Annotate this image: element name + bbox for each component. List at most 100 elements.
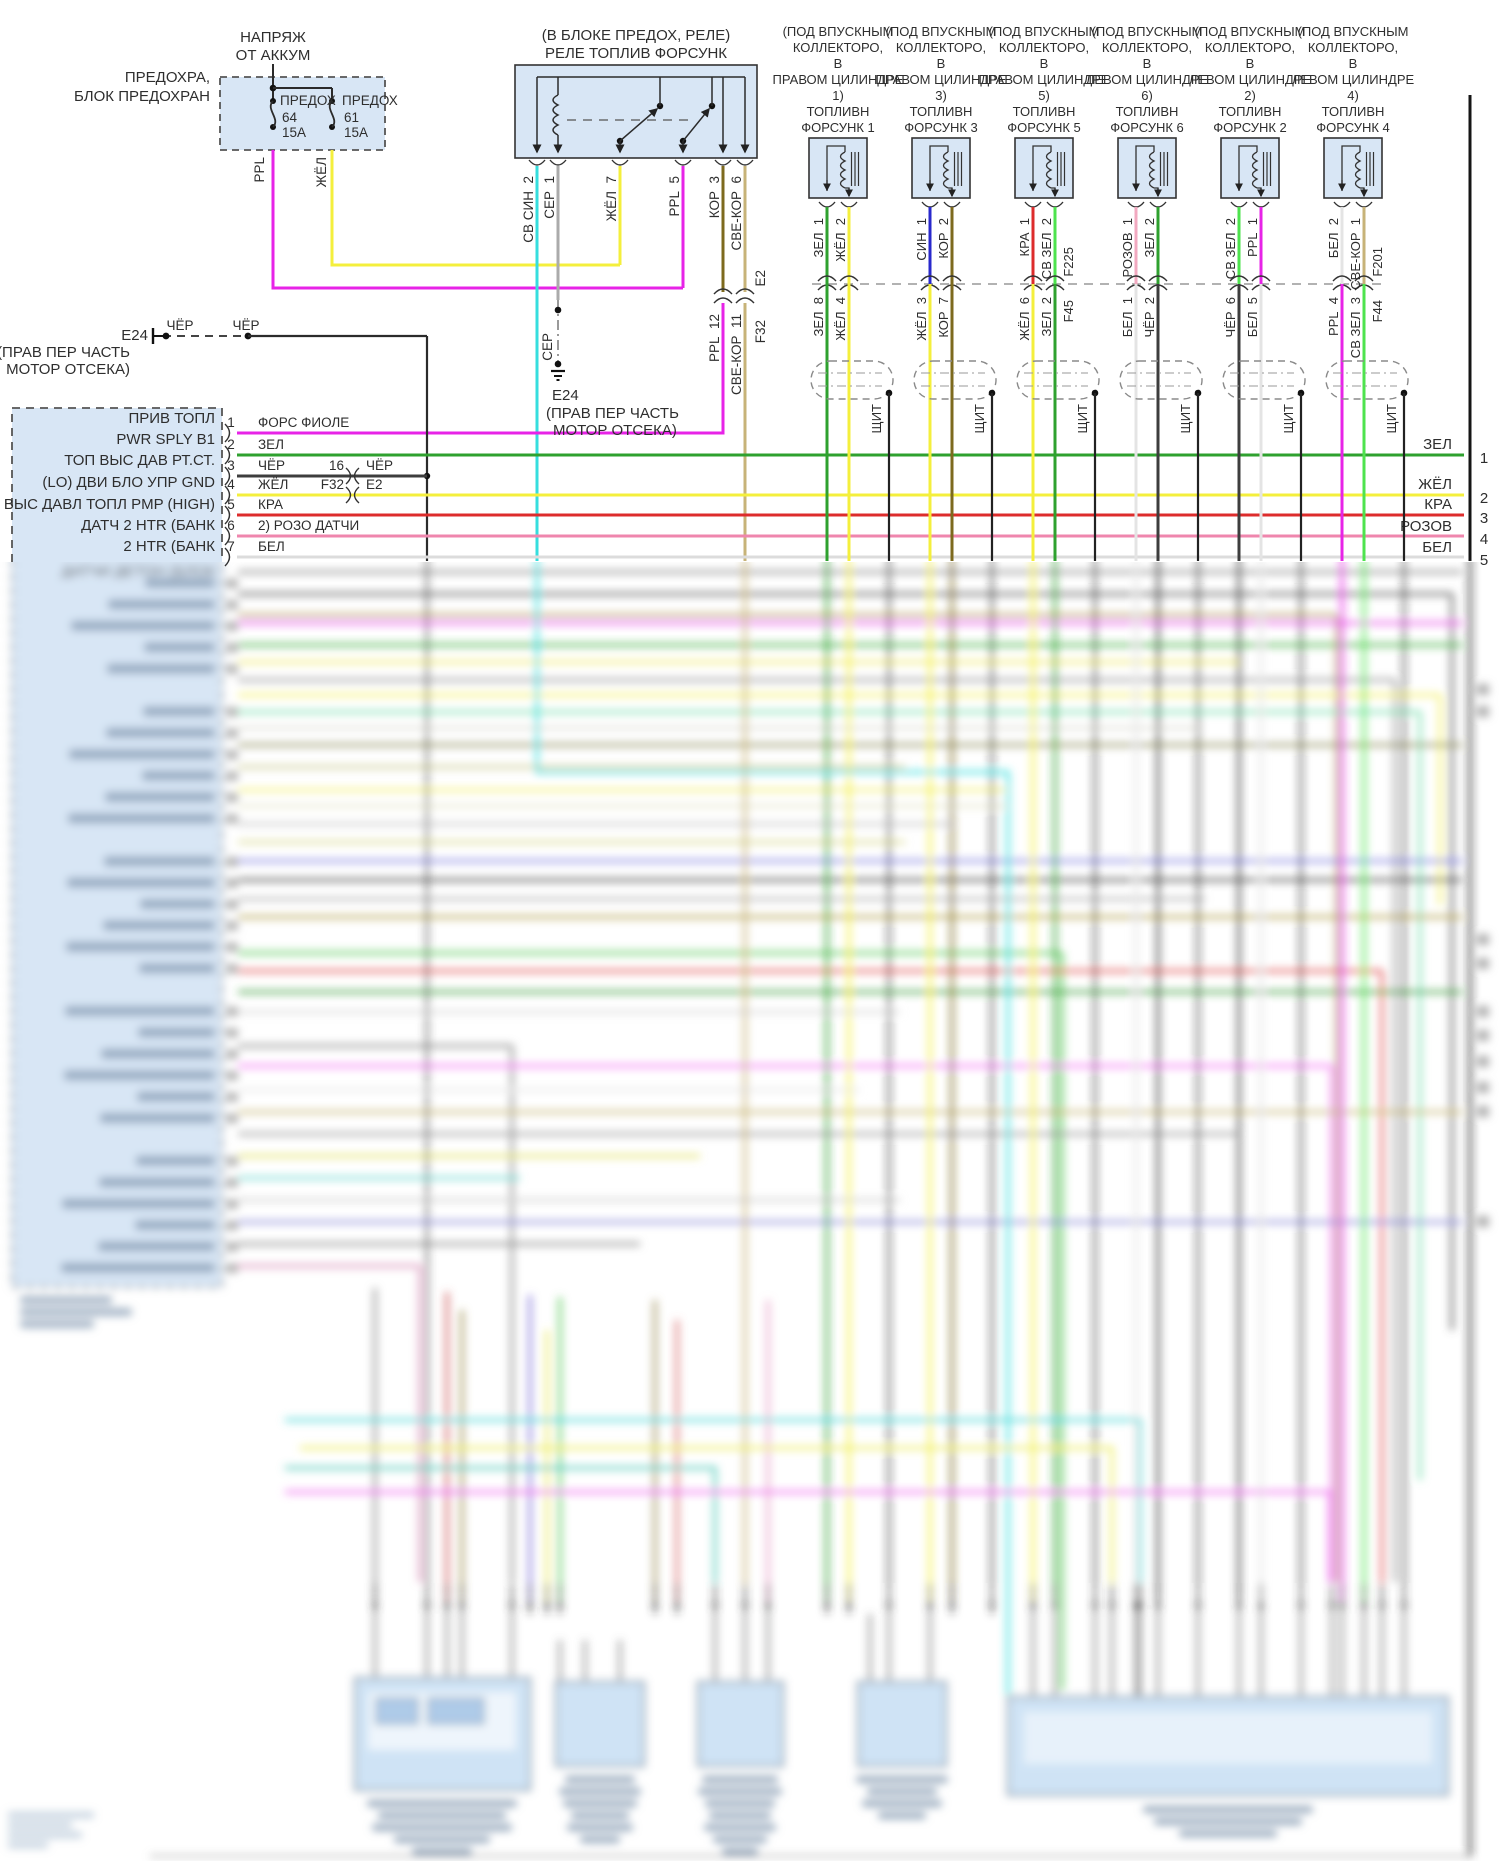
injector-header: ПРАВОМ ЦИЛИНДРЕ [876,72,1007,87]
junction-dot [459,1602,465,1608]
injector-header: ФОРСУНК 6 [1110,120,1184,135]
junction-dot [1137,1602,1143,1608]
blur-pin-smudge [226,728,238,738]
pcm-pin-num: 4 [227,477,235,492]
wire-label: СВ ЗЕЛ 2 [1223,218,1238,279]
injector-coil [1045,151,1053,189]
injector-header: ТОПЛИВН [807,104,870,119]
blur-caption-smudge [565,1776,635,1783]
pcm-row-label2: ЧЁР [366,458,393,473]
fuse-amps: 15A [344,125,368,140]
blur-text-smudge [138,1027,215,1038]
injector-header: 1) [832,88,844,103]
inline-pin-label: СВЕ-КОР 11 [729,314,744,395]
watermark-smudge [8,1822,72,1828]
blur-text-smudge [103,920,215,931]
ground-desc: МОТОР ОТСЕКА) [6,361,130,378]
junction-dot [1195,1602,1201,1608]
wire [285,1418,1142,1582]
supply-label: ОТ АККУМ [236,47,311,64]
junction-dot [544,1602,550,1608]
pcm-label: ВЫС ДАВЛ ТОПЛ PMP (HIGH) [4,496,215,513]
watermark-smudge [8,1812,94,1818]
blur-num-smudge [1477,706,1489,717]
blur-pin-smudge [226,1071,238,1081]
relay-switch-arm [619,108,659,142]
pcm-label: PWR SPLY B1 [116,431,215,448]
relay-coil [552,94,560,136]
injector-header: 4) [1347,88,1359,103]
blur-num-smudge [1477,1006,1489,1017]
blur-text-smudge [100,1113,215,1123]
wire-label: ЖЁЛ 2 [833,218,848,262]
blur-pin-smudge [226,942,238,952]
injector-header: В [1349,56,1358,71]
junction-dot [1339,1602,1345,1608]
sharp-top-section: НАПРЯЖ ОТ АККУМ ПРЕДОХРА, БЛОК ПРЕДОХРАН… [0,0,1500,569]
junction-dot [824,1602,830,1608]
injector-coil [1354,151,1362,189]
wire-label: СВЕ-КОР 1 [1348,218,1363,290]
shield-label: ЩИТ [1384,404,1399,434]
blur-text-smudge [99,1177,215,1188]
junction-dot [1133,1602,1139,1608]
injector-header: ЛЕВОМ ЦИЛИНДРЕ [1086,72,1209,87]
blur-caption-smudge [394,1836,490,1843]
junction-dot [1361,1602,1367,1608]
wire-label-cher: ЧЁР [166,318,193,333]
blur-text-smudge [144,642,215,653]
pcm-box-fill-lower [12,545,222,1287]
relay-pin-label: СВ СИН 2 [521,176,536,243]
watermark-smudge [8,1832,82,1838]
fuse-num: 61 [344,110,359,125]
shield-label: ЩИТ [869,404,884,434]
junction-dot [557,1602,563,1608]
connector-id: F225 [1061,247,1076,277]
junction-dot [444,1602,450,1608]
pcm-box-border [11,407,223,562]
junction-dot [949,1602,955,1608]
blurred-lower-diagram: ДАТЧИ ДЕТОН (БЛОК [8,545,1489,1857]
injector-header: (ПОД ВПУСКНЫМ [989,24,1100,39]
injector-inner [1341,145,1361,191]
junction-dot [1329,1602,1335,1608]
junction-dot [712,1602,718,1608]
junction-dot [1298,1602,1304,1608]
inline-pin-label: PPL 12 [707,314,722,362]
fuse-num: 64 [282,110,298,125]
injector-header: (ПОД ВПУСКНЫМ [1298,24,1409,39]
pcm-label: ПРИВ ТОПЛ [128,410,215,427]
relay-pin-label: СВЕ-КОР 6 [729,176,744,250]
component-box [555,1681,645,1767]
fuel-injector-relay: (В БЛОКЕ ПРЕДОХ, РЕЛЕ) РЕЛЕ ТОПЛИВ ФОРСУ… [237,27,768,561]
wire-label: PPL 4 [1326,297,1341,336]
blur-pin-smudge [226,1114,238,1123]
wire-zhel-feed [330,150,620,267]
row-num: 4 [1480,531,1488,548]
blur-text-smudge [137,1091,215,1102]
blur-caption-smudge [1154,1818,1302,1825]
wire-label: РОЗОВ 1 [1120,218,1135,277]
blur-text-smudge [62,1198,215,1209]
blur-pin-smudge [226,878,238,888]
junction-dot [742,1602,748,1608]
injector-header: ФОРСУНК 4 [1316,120,1390,135]
wire-label: БЕЛ [1422,539,1452,556]
blur-text-smudge [106,727,215,738]
wire-label-cher: ЧЁР [232,318,259,333]
component-box-inner [427,1697,485,1725]
blur-caption-smudge [704,1824,776,1831]
injector-header: В [1246,56,1255,71]
junction-dot [1092,1602,1098,1608]
wire [285,1490,1332,1582]
component-box [857,1681,947,1767]
shield-label: ЩИТ [1075,404,1090,434]
fuse-name: ПРЕДОХ [280,93,336,108]
shield-ellipse [1119,360,1203,400]
ground-code: E24 [552,387,579,404]
blur-text-smudge [145,578,215,588]
component-box-inner [1024,1712,1432,1764]
blur-text-smudge [105,792,215,802]
junction-dot [1379,1602,1385,1608]
